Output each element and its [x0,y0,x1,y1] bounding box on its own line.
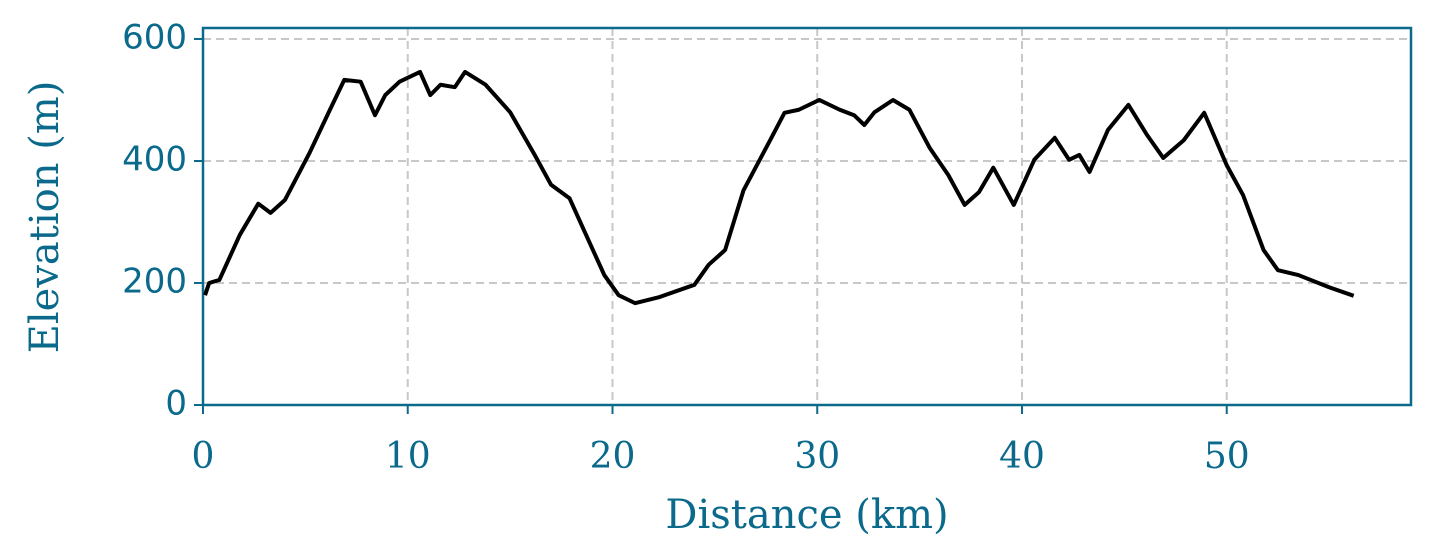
x-tick-label: 40 [999,436,1045,477]
plot-frame [201,26,1413,407]
y-tick-label: 0 [165,384,187,424]
y-tick-label: 200 [122,261,187,301]
x-tick-label: 0 [192,436,215,477]
y-tick-label: 600 [122,17,187,57]
x-axis-label: Distance (km) [665,492,948,538]
x-tick-label: 50 [1204,436,1250,477]
y-tick-label: 400 [122,139,187,179]
y-axis-label: Elevation (m) [22,81,68,354]
x-tick-label: 10 [385,436,431,477]
elevation-line [203,69,1355,306]
x-tick-label: 20 [590,436,636,477]
x-tick-label: 30 [794,436,840,477]
